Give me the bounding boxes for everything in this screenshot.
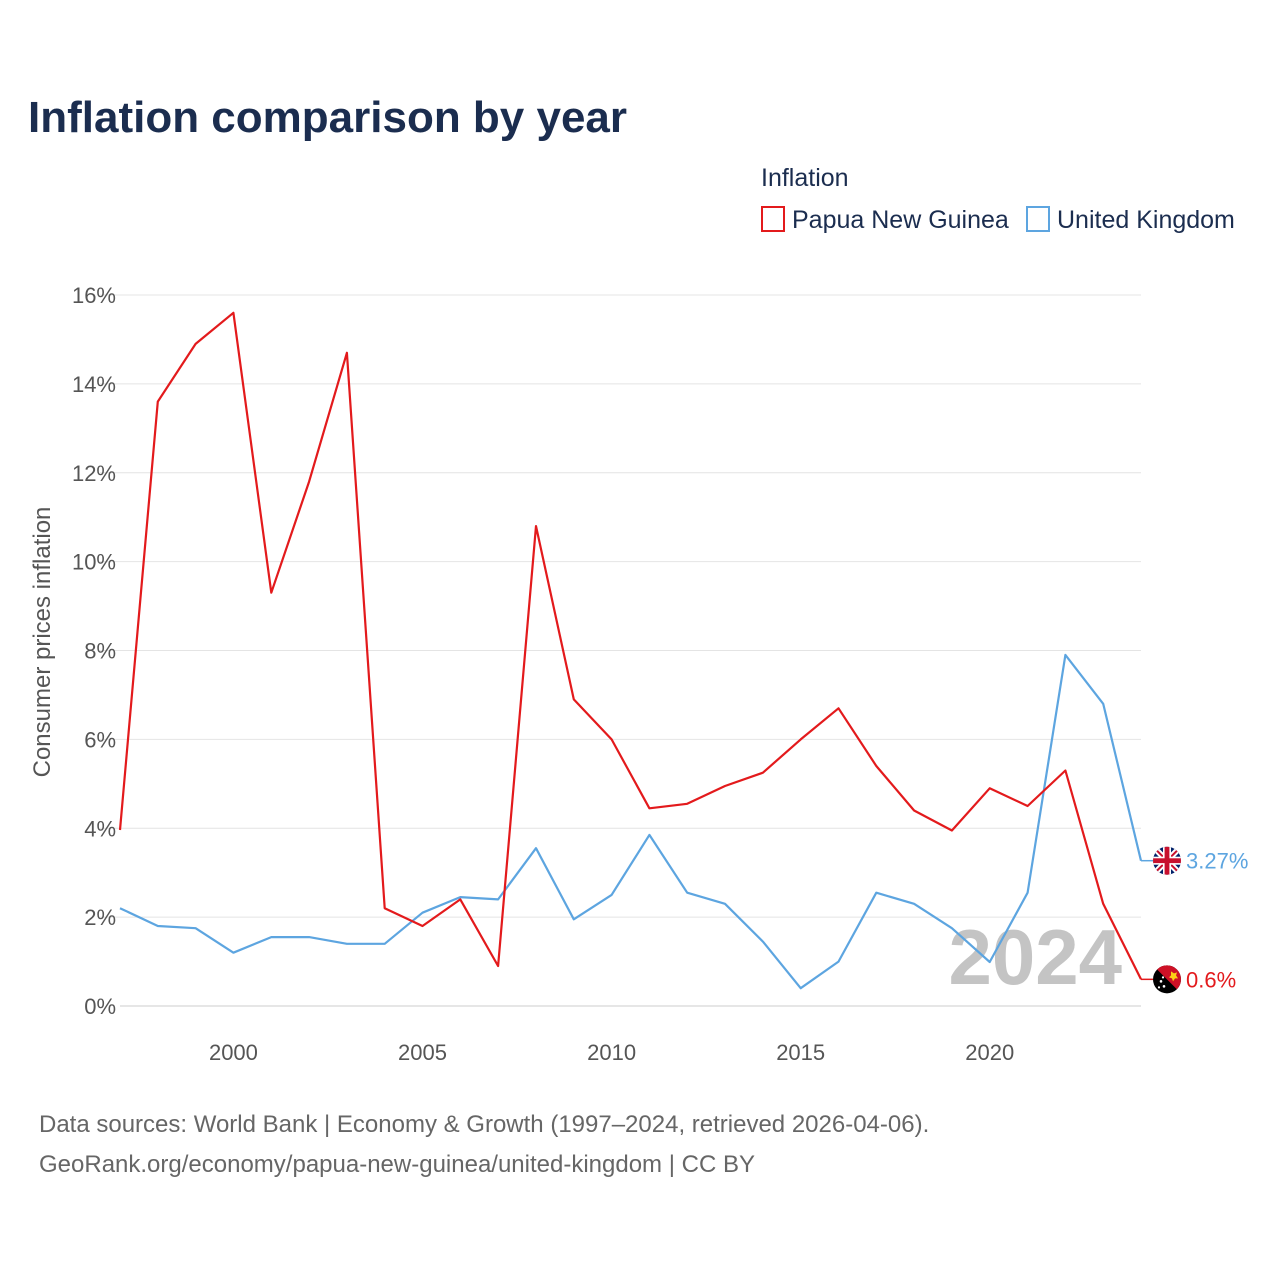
- legend-item-papua-new-guinea[interactable]: Papua New Guinea: [761, 206, 1009, 234]
- series-line-papua-new-guinea[interactable]: [118, 311, 1142, 980]
- uk-end-value-label: 3.27%: [1186, 849, 1248, 874]
- png-end-value-label: 0.6%: [1186, 967, 1236, 992]
- x-axis-ticks: 2000 2005 2010 2015 2020: [209, 1040, 1014, 1065]
- y-tick-label: 14%: [72, 372, 116, 397]
- series-layer: [118, 311, 1143, 990]
- x-tick-label: 2020: [965, 1040, 1014, 1065]
- uk-end-marker: 3.27%: [1141, 846, 1248, 875]
- chart-title: Inflation comparison by year: [28, 93, 627, 142]
- y-tick-label: 4%: [84, 816, 116, 841]
- legend-item-united-kingdom[interactable]: United Kingdom: [1026, 206, 1235, 234]
- legend-swatch-papua-new-guinea: [761, 206, 785, 232]
- x-tick-label: 2015: [776, 1040, 825, 1065]
- y-tick-label: 10%: [72, 550, 116, 575]
- x-tick-label: 2005: [398, 1040, 447, 1065]
- y-axis-ticks: 0% 2% 4% 6% 8% 10% 12% 14% 16%: [72, 283, 116, 1019]
- y-tick-label: 8%: [84, 639, 116, 664]
- y-tick-label: 6%: [84, 727, 116, 752]
- y-axis-label: Consumer prices inflation: [29, 507, 56, 778]
- x-tick-label: 2000: [209, 1040, 258, 1065]
- legend-label-united-kingdom: United Kingdom: [1057, 206, 1235, 234]
- series-line-united-kingdom[interactable]: [119, 653, 1143, 990]
- png-end-marker: 0.6%: [1141, 965, 1236, 994]
- united-kingdom-flag-icon: [1153, 846, 1181, 875]
- footer-link[interactable]: GeoRank.org/economy/papua-new-guinea/uni…: [39, 1151, 755, 1178]
- y-tick-label: 0%: [84, 994, 116, 1019]
- legend-label-papua-new-guinea: Papua New Guinea: [792, 206, 1009, 234]
- year-watermark: 2024: [948, 913, 1122, 1001]
- legend-swatch-united-kingdom: [1026, 206, 1050, 232]
- y-tick-label: 12%: [72, 461, 116, 486]
- gridlines: [100, 294, 1141, 918]
- legend-title: Inflation: [761, 164, 849, 192]
- x-tick-label: 2010: [587, 1040, 636, 1065]
- y-tick-label: 2%: [84, 905, 116, 930]
- y-tick-label: 16%: [72, 283, 116, 308]
- legend: Inflation Papua New Guinea United Kingdo…: [761, 164, 1235, 234]
- papua-new-guinea-flag-icon: [1153, 965, 1181, 994]
- footer-sources: Data sources: World Bank | Economy & Gro…: [39, 1111, 929, 1138]
